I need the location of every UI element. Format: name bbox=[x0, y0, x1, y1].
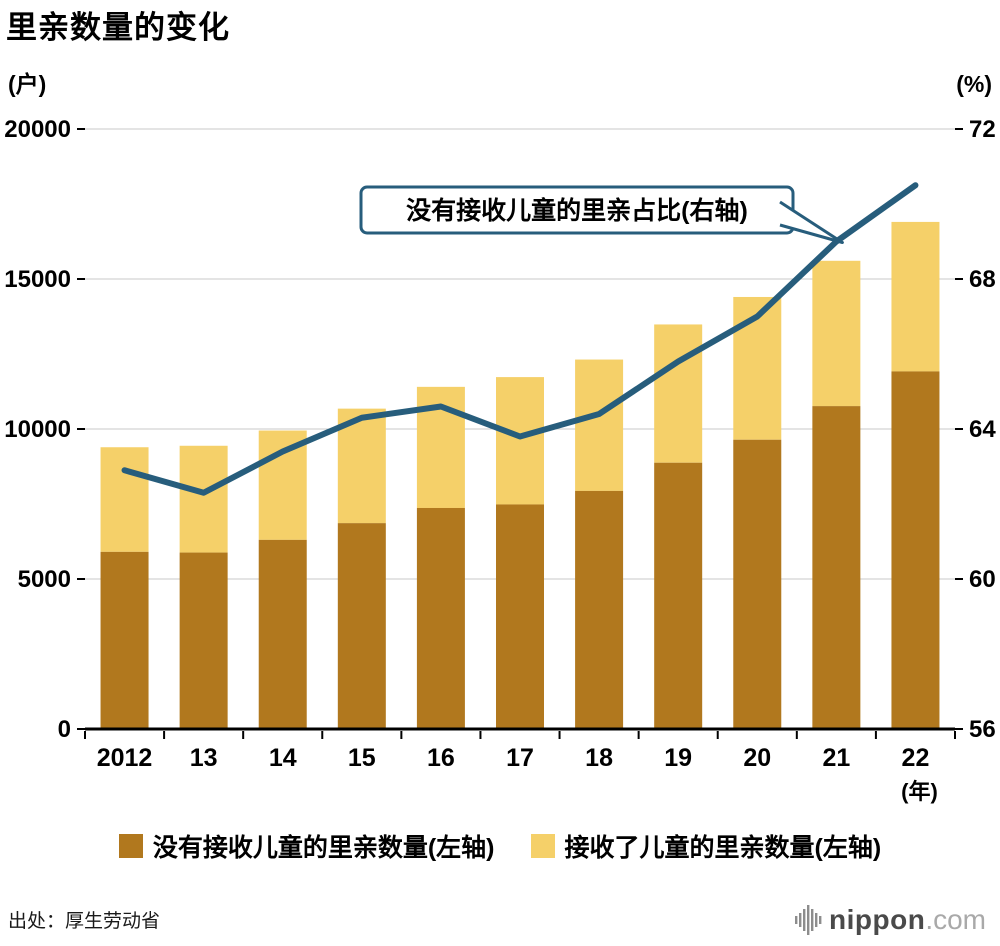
bar-with-child-20 bbox=[733, 296, 782, 440]
left-axis-tick-label: 10000 bbox=[4, 416, 71, 443]
bar-no-child-20 bbox=[733, 439, 782, 729]
chart-title: 里亲数量的变化 bbox=[6, 10, 230, 45]
bar-with-child-17 bbox=[496, 376, 544, 505]
x-axis-unit: (年) bbox=[901, 779, 938, 804]
nippon-logo-icon bbox=[795, 905, 822, 935]
bar-no-child-18 bbox=[575, 490, 624, 729]
legend-swatch-no-child bbox=[118, 833, 143, 858]
right-axis-unit: (%) bbox=[956, 71, 992, 97]
bar-with-child-18 bbox=[575, 359, 624, 491]
logo-text-com: .com bbox=[925, 904, 986, 935]
legend-item-no-child: 没有接收儿童的里亲数量(左轴) bbox=[118, 828, 495, 864]
chart-legend: 没有接收儿童的里亲数量(左轴) 接收了儿童的里亲数量(左轴) bbox=[0, 828, 1000, 864]
bar-with-child-2012 bbox=[100, 446, 149, 552]
foster-parent-chart: (户) (%) 0 5000 10000 15000 20000 56 60 64 68 72 2012… bbox=[4, 71, 996, 804]
bar-no-child-14 bbox=[258, 539, 307, 729]
bar-no-child-22 bbox=[891, 371, 940, 729]
bar-with-child-21 bbox=[812, 260, 861, 406]
x-axis-label: 2012 bbox=[97, 744, 153, 772]
bar-no-child-17 bbox=[496, 504, 544, 729]
x-axis-label: 13 bbox=[190, 744, 218, 772]
footer: 出处：厚生劳动省 nippon .com bbox=[0, 904, 1000, 936]
left-axis-unit: (户) bbox=[8, 71, 46, 97]
legend-label-no-child: 没有接收儿童的里亲数量(左轴) bbox=[152, 833, 495, 862]
x-axis-label: 21 bbox=[822, 744, 850, 772]
right-axis-tick-label: 60 bbox=[969, 566, 996, 593]
bar-no-child-21 bbox=[812, 405, 861, 729]
x-axis-label: 18 bbox=[585, 744, 613, 772]
nippon-logo: nippon .com bbox=[795, 904, 986, 936]
bar-no-child-15 bbox=[337, 522, 386, 729]
right-axis-tick-label: 56 bbox=[969, 716, 996, 743]
x-axis-label: 15 bbox=[348, 744, 376, 772]
bar-no-child-19 bbox=[654, 462, 703, 729]
left-axis-tick-label: 20000 bbox=[4, 116, 71, 143]
ratio-line bbox=[121, 181, 919, 496]
bar-no-child-16 bbox=[416, 507, 465, 729]
left-axis-tick-label: 15000 bbox=[4, 266, 71, 293]
source-note: 出处：厚生劳动省 bbox=[8, 911, 161, 932]
legend-item-with-child: 接收了儿童的里亲数量(左轴) bbox=[530, 828, 882, 864]
x-axis-label: 14 bbox=[269, 744, 297, 772]
bar-no-child-13 bbox=[179, 552, 228, 729]
bar-with-child-19 bbox=[654, 324, 703, 463]
x-axis-label: 22 bbox=[902, 744, 930, 772]
left-axis-tick-label: 0 bbox=[58, 716, 71, 743]
annotation-pointer bbox=[779, 200, 844, 244]
logo-text-nippon: nippon bbox=[829, 904, 926, 935]
right-axis-tick-label: 68 bbox=[969, 266, 996, 293]
legend-swatch-with-child bbox=[530, 833, 555, 858]
bar-with-child-13 bbox=[179, 445, 228, 553]
x-axis-label: 16 bbox=[427, 744, 455, 772]
x-axis-label: 17 bbox=[506, 744, 534, 772]
right-axis-tick-label: 64 bbox=[969, 416, 996, 443]
annotation-label: 没有接收儿童的里亲占比(右轴) bbox=[406, 196, 748, 225]
bar-with-child-22 bbox=[891, 221, 940, 372]
legend-label-with-child: 接收了儿童的里亲数量(左轴) bbox=[564, 833, 882, 862]
x-axis-label: 19 bbox=[664, 744, 692, 772]
left-axis-tick-label: 5000 bbox=[18, 566, 71, 593]
right-axis-tick-label: 72 bbox=[969, 116, 996, 143]
x-axis-label: 20 bbox=[743, 744, 771, 772]
bar-no-child-2012 bbox=[100, 551, 149, 729]
